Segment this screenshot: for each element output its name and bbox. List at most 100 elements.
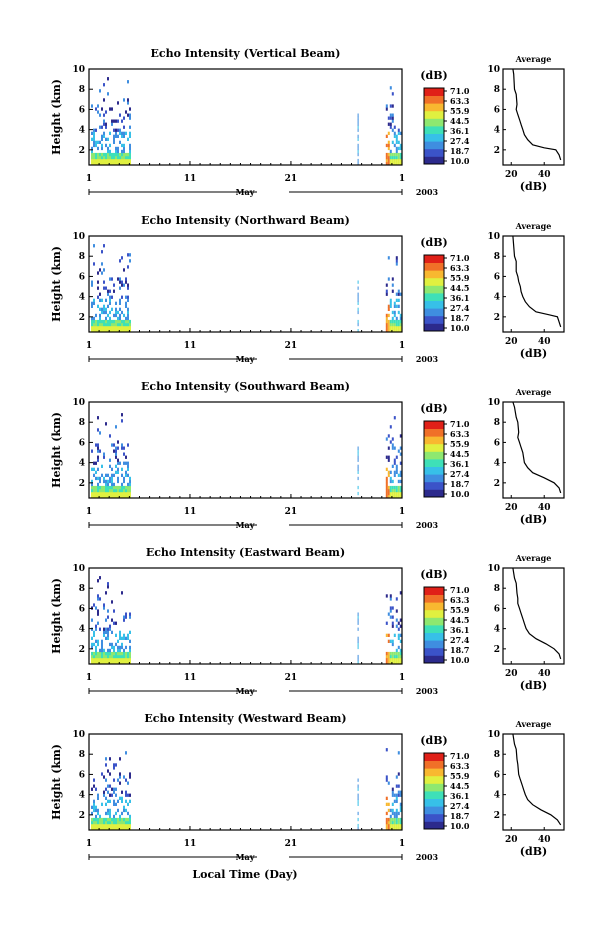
heatmap-cell [117, 461, 119, 465]
heatmap-cell [115, 464, 117, 468]
heatmap-cell [357, 467, 359, 471]
heatmap-cell [129, 113, 131, 117]
heatmap-cell [99, 491, 101, 496]
heatmap-cell [107, 827, 109, 831]
heatmap-cell [357, 470, 359, 474]
heatmap-cell [357, 452, 359, 456]
heatmap-cell [393, 152, 396, 157]
heatmap-cell [97, 612, 99, 616]
heatmap-cell [99, 268, 101, 272]
heatmap-cell [385, 823, 388, 828]
heatmap-cell [387, 155, 390, 160]
heatmap-cell [109, 820, 111, 825]
heatmap-cell [391, 479, 394, 484]
heatmap-cell [391, 802, 394, 806]
average-x-tick-label: 40 [538, 669, 551, 679]
x-tick-label: 1 [86, 341, 92, 351]
heatmap-cell [91, 149, 93, 154]
heatmap-cell [125, 654, 127, 659]
heatmap-cell [389, 661, 392, 665]
average-title: Average [515, 387, 552, 397]
heatmap-cell [109, 784, 111, 788]
heatmap-cell [391, 661, 394, 665]
colorbar-tick-label: 18.7 [450, 479, 469, 489]
heatmap-cell [387, 319, 390, 324]
heatmap-cell [127, 325, 129, 330]
heatmap-cell [129, 116, 131, 120]
heatmap-cell [357, 627, 359, 631]
heatmap-cell [395, 316, 398, 321]
colorbar-tick-label: 71.0 [450, 86, 470, 96]
heatmap-cell [93, 799, 95, 803]
heatmap-cell [125, 455, 127, 459]
heatmap-cell [125, 461, 127, 465]
colorbar-swatch [424, 466, 444, 475]
heatmap-cell [99, 316, 101, 321]
heatmap-cell [397, 292, 400, 296]
heatmap-cell [109, 817, 111, 822]
heatmap-cell [389, 479, 392, 484]
heatmap-cell [103, 310, 105, 315]
heatmap-cell [117, 146, 119, 151]
colorbar-tick-label: 55.9 [450, 106, 470, 116]
heatmap-cell [123, 125, 125, 129]
heatmap-cell [395, 485, 398, 490]
colorbar-swatch [424, 428, 444, 437]
heatmap-cell [397, 636, 400, 640]
average-profile-line [512, 567, 562, 660]
month-label: May [236, 686, 255, 696]
colorbar-title: (dB) [420, 568, 447, 581]
heatmap-cell [95, 322, 97, 327]
heatmap-cell [127, 80, 129, 84]
heatmap-cell [357, 128, 359, 132]
heatmap-cell [119, 772, 121, 776]
heatmap-cell [121, 485, 123, 490]
heatmap-cell [127, 329, 129, 333]
heatmap-cell [117, 808, 119, 813]
heatmap-cell [99, 319, 101, 324]
heatmap-cell [107, 325, 109, 330]
heatmap-cell [99, 125, 101, 129]
heatmap-cell [107, 615, 109, 619]
heatmap-cell [93, 778, 95, 782]
colorbar-tick-label: 36.1 [450, 293, 469, 303]
heatmap-cell [105, 661, 107, 665]
heatmap-cell [385, 594, 388, 598]
heatmap-cell [385, 482, 388, 487]
heatmap-cell [109, 479, 111, 484]
colorbar-swatch [424, 443, 444, 452]
average-title: Average [515, 221, 552, 231]
heatmap-cell [93, 820, 95, 825]
heatmap-cell [391, 606, 394, 610]
heatmap-cell [115, 787, 117, 791]
heatmap-cell [129, 125, 131, 129]
heatmap-cell [395, 654, 398, 659]
heatmap-cell [119, 158, 121, 163]
heatmap-cell [393, 654, 396, 659]
heatmap-cell [127, 443, 129, 447]
heatmap-cell [123, 654, 125, 659]
heatmap-cell [395, 820, 398, 825]
heatmap-cell [121, 799, 123, 803]
heatmap-cell [125, 155, 127, 160]
heatmap-cell [395, 827, 398, 831]
heatmap-cell [101, 271, 103, 275]
heatmap-cell [117, 799, 119, 803]
heatmap-cell [391, 787, 394, 791]
heatmap-cell [127, 657, 129, 662]
heatmap-cell [123, 325, 125, 330]
heatmap-cell [395, 775, 398, 779]
colorbar-tick-label: 10.0 [450, 655, 470, 665]
average-x-label: (dB) [520, 180, 547, 193]
year-label: 2003 [416, 852, 439, 862]
heatmap-cell [95, 313, 97, 318]
heatmap-cell [123, 479, 125, 484]
heatmap-cell [385, 329, 388, 333]
heatmap-cell [113, 778, 115, 782]
heatmap-cell [391, 119, 394, 123]
heatmap-cell [385, 657, 388, 662]
heatmap-cell [103, 83, 105, 87]
heatmap-cell [121, 482, 123, 487]
panel-2: Echo Intensity (Northward Beam)246810Hei… [50, 214, 565, 364]
heatmap-cell [113, 329, 115, 333]
